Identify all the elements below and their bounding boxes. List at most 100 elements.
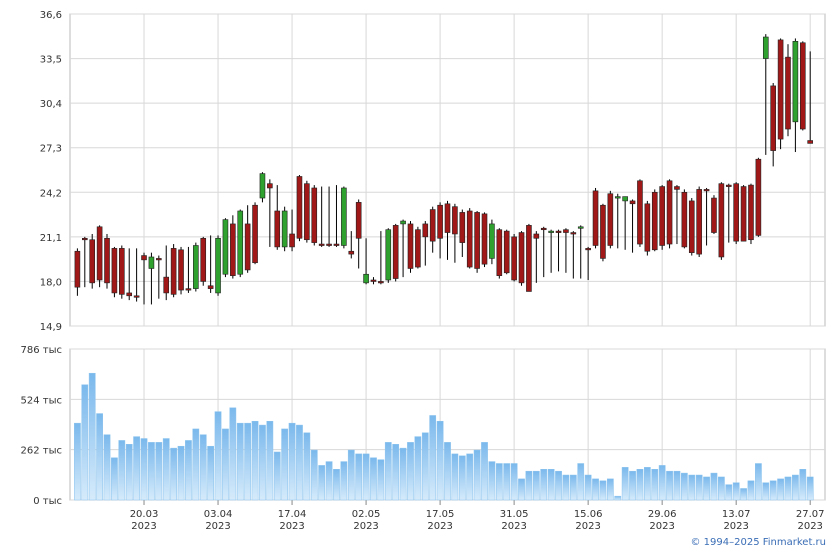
candle-body <box>178 249 184 291</box>
candle-body <box>511 236 517 281</box>
candle-body <box>659 186 665 246</box>
candle-body <box>526 225 532 292</box>
volume-bar <box>222 428 229 501</box>
volume-bar <box>503 463 511 501</box>
volume-bar <box>495 463 503 501</box>
candle-body <box>163 276 170 294</box>
volume-bar <box>466 453 474 501</box>
volume-bar <box>762 482 770 501</box>
candle-body <box>622 196 628 202</box>
candle-body <box>592 190 599 246</box>
candle-body <box>444 203 451 233</box>
candle-body <box>807 140 813 144</box>
volume-bar <box>384 442 392 501</box>
volume-bar <box>318 465 326 501</box>
candle-body <box>252 204 258 264</box>
candle-body <box>762 36 769 59</box>
y-tick-label: 33,5 <box>40 55 62 66</box>
volume-bar <box>458 455 466 501</box>
volume-bar <box>325 461 333 501</box>
volume-bar <box>244 422 252 501</box>
candle-body <box>437 204 443 239</box>
y2-tick-label: 786 тыс <box>21 345 62 356</box>
candle-body <box>711 197 717 233</box>
candle-body <box>637 180 643 245</box>
candle-body <box>82 237 88 241</box>
x-tick-label: 13.07 <box>722 509 751 520</box>
volume-bar <box>148 442 155 501</box>
volume-bar <box>414 436 422 501</box>
volume-bar <box>755 463 762 501</box>
y2-tick-label: 262 тыс <box>21 446 62 457</box>
volume-bar <box>429 415 437 501</box>
x-tick-label: 17.04 <box>278 509 307 520</box>
candle-body <box>792 41 799 123</box>
volume-bar <box>310 449 318 501</box>
volume-bar <box>296 424 303 501</box>
volume-bar <box>621 467 629 501</box>
volume-bar <box>592 478 599 501</box>
volume-bar <box>199 434 207 501</box>
candle-body <box>674 186 680 190</box>
volume-bar <box>88 372 96 501</box>
candle-body <box>133 295 140 298</box>
volume-bar <box>584 474 592 501</box>
volume-bar <box>784 476 792 501</box>
volume-bar <box>599 480 607 501</box>
volume-bar <box>614 495 622 501</box>
y-tick-label: 18,0 <box>40 277 62 288</box>
volume-bar <box>81 384 89 501</box>
x-tick-year: 2023 <box>723 521 748 532</box>
candle-body <box>392 225 399 279</box>
volume-bar <box>303 432 311 501</box>
x-tick-year: 2023 <box>797 521 822 532</box>
candle-body <box>563 229 569 233</box>
candle-body <box>555 230 562 233</box>
candle-body <box>466 210 473 268</box>
candle-body <box>489 223 495 259</box>
candle-body <box>378 281 384 284</box>
candle-body <box>400 220 406 225</box>
candle-body <box>222 219 229 275</box>
volume-bar <box>606 478 614 501</box>
candle-body <box>777 39 784 140</box>
volume-bar <box>673 470 681 501</box>
volume-bar <box>229 407 237 501</box>
volume-bar <box>799 469 807 501</box>
volume-bar <box>236 422 244 501</box>
volume-bar <box>340 461 348 501</box>
volume-bar <box>399 447 407 501</box>
volume-bar <box>96 413 103 501</box>
volume-bar <box>547 469 555 501</box>
x-tick-label: 17.05 <box>426 509 455 520</box>
candle-body <box>230 223 236 276</box>
candle-body <box>600 204 606 259</box>
volume-bar <box>643 467 651 501</box>
volume-bar <box>681 472 688 501</box>
volume-bar <box>695 474 703 501</box>
candle-body <box>651 191 658 251</box>
candle-body <box>496 229 503 276</box>
y-tick-label: 36,6 <box>40 10 62 21</box>
candle-body <box>733 183 739 242</box>
candle-body <box>185 288 192 291</box>
candle-body <box>629 200 636 205</box>
volume-bar <box>74 422 81 501</box>
volume-bar <box>333 469 340 501</box>
volume-bar <box>177 445 185 501</box>
candle-body <box>348 250 355 255</box>
volume-bar <box>473 449 481 501</box>
candle-body <box>385 229 392 281</box>
y2-tick-label: 524 тыс <box>21 395 62 406</box>
volume-bar <box>710 472 718 501</box>
candle-body <box>748 184 754 241</box>
candle-body <box>274 210 281 248</box>
candle-body <box>215 237 221 294</box>
volume-bar <box>125 444 133 501</box>
candle-body <box>607 193 614 246</box>
volume-bar <box>481 442 488 501</box>
volume-bar <box>562 474 570 501</box>
x-tick-year: 2023 <box>131 521 156 532</box>
candle-body <box>304 183 310 241</box>
